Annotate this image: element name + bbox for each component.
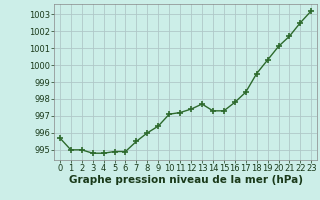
X-axis label: Graphe pression niveau de la mer (hPa): Graphe pression niveau de la mer (hPa) [68,175,303,185]
